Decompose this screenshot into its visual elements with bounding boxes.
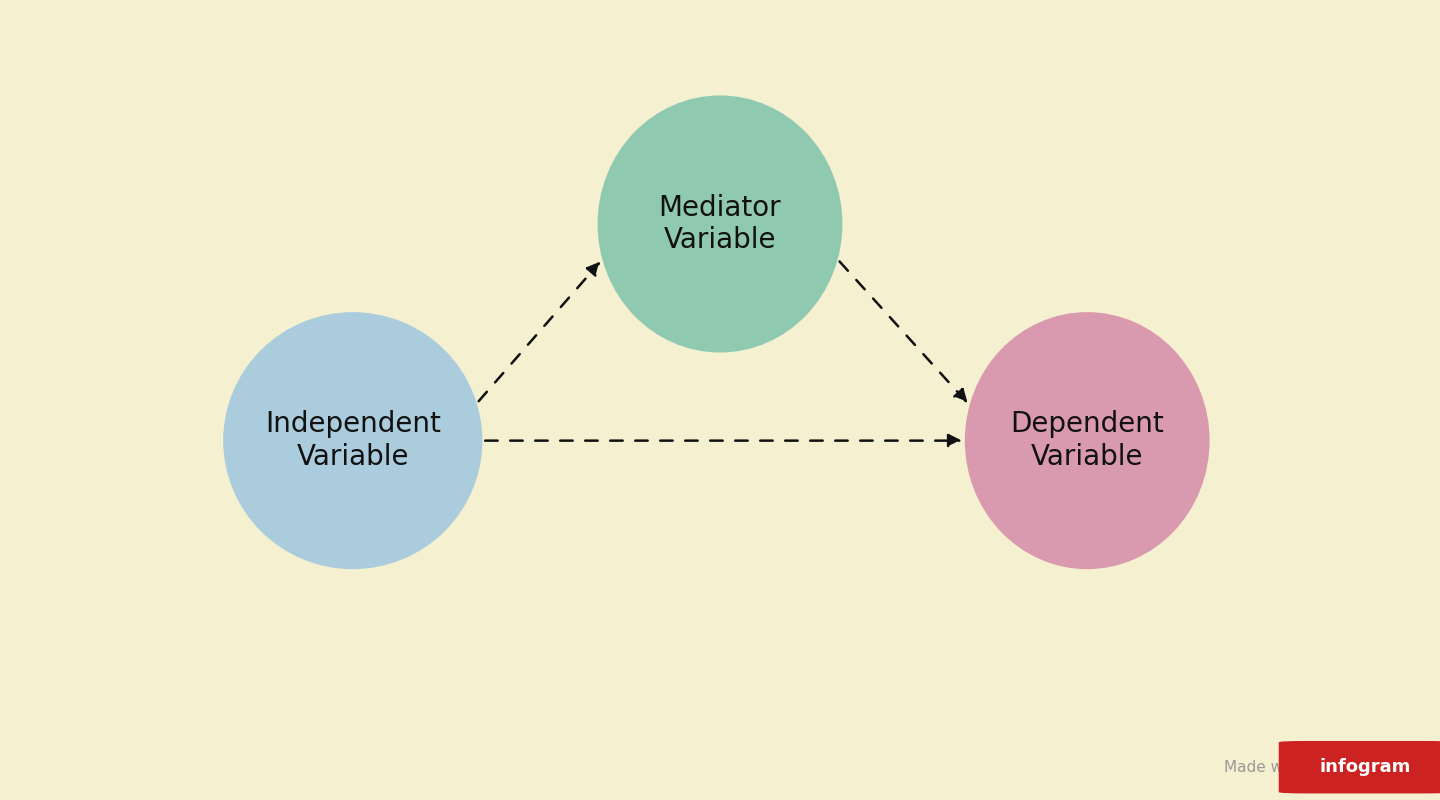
Ellipse shape bbox=[598, 95, 842, 353]
Text: Mediator
Variable: Mediator Variable bbox=[658, 194, 782, 254]
Text: Made with: Made with bbox=[1224, 760, 1303, 774]
Ellipse shape bbox=[223, 312, 482, 569]
Text: infogram: infogram bbox=[1319, 758, 1411, 776]
Text: Independent
Variable: Independent Variable bbox=[265, 410, 441, 471]
FancyBboxPatch shape bbox=[1279, 741, 1440, 794]
Text: Dependent
Variable: Dependent Variable bbox=[1011, 410, 1164, 471]
Ellipse shape bbox=[965, 312, 1210, 569]
